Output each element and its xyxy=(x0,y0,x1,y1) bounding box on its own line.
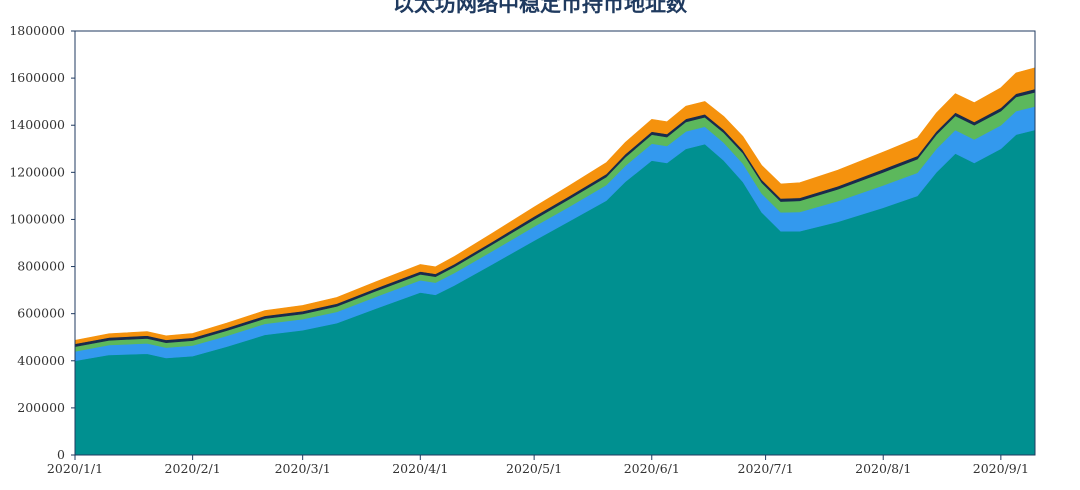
y-tick-label: 1000000 xyxy=(9,211,65,226)
x-tick-label: 2020/7/1 xyxy=(738,461,794,476)
chart-title: 以太坊网络中稳定币持币地址数 xyxy=(393,0,687,16)
x-axis: 2020/1/1 2020/2/1 2020/3/1 2020/4/1 2020/5/1… xyxy=(47,455,1029,476)
y-tick-label: 200000 xyxy=(17,400,65,415)
x-tick-label: 2020/3/1 xyxy=(275,461,331,476)
plot-frame xyxy=(74,30,1036,456)
y-tick-label: 1600000 xyxy=(9,70,65,85)
x-tick-label: 2020/6/1 xyxy=(624,461,680,476)
plot-border xyxy=(74,30,1036,456)
x-tick-label: 2020/5/1 xyxy=(506,461,562,476)
y-tick-label: 400000 xyxy=(17,353,65,368)
y-tick-label: 600000 xyxy=(17,306,65,321)
y-tick-label: 800000 xyxy=(17,259,65,274)
x-tick-label: 2020/9/1 xyxy=(973,461,1029,476)
y-tick-label: 1800000 xyxy=(9,23,65,38)
y-tick-label: 0 xyxy=(57,447,65,462)
x-tick-label: 2020/4/1 xyxy=(392,461,448,476)
y-axis: 0 200000 400000 600000 800000 1000000 1200000 1… xyxy=(9,23,75,462)
y-tick-label: 1200000 xyxy=(9,164,65,179)
x-tick-label: 2020/8/1 xyxy=(855,461,911,476)
x-tick-label: 2020/2/1 xyxy=(165,461,221,476)
x-tick-label: 2020/1/1 xyxy=(47,461,103,476)
y-tick-label: 1400000 xyxy=(9,117,65,132)
area-series-group xyxy=(74,67,1036,456)
